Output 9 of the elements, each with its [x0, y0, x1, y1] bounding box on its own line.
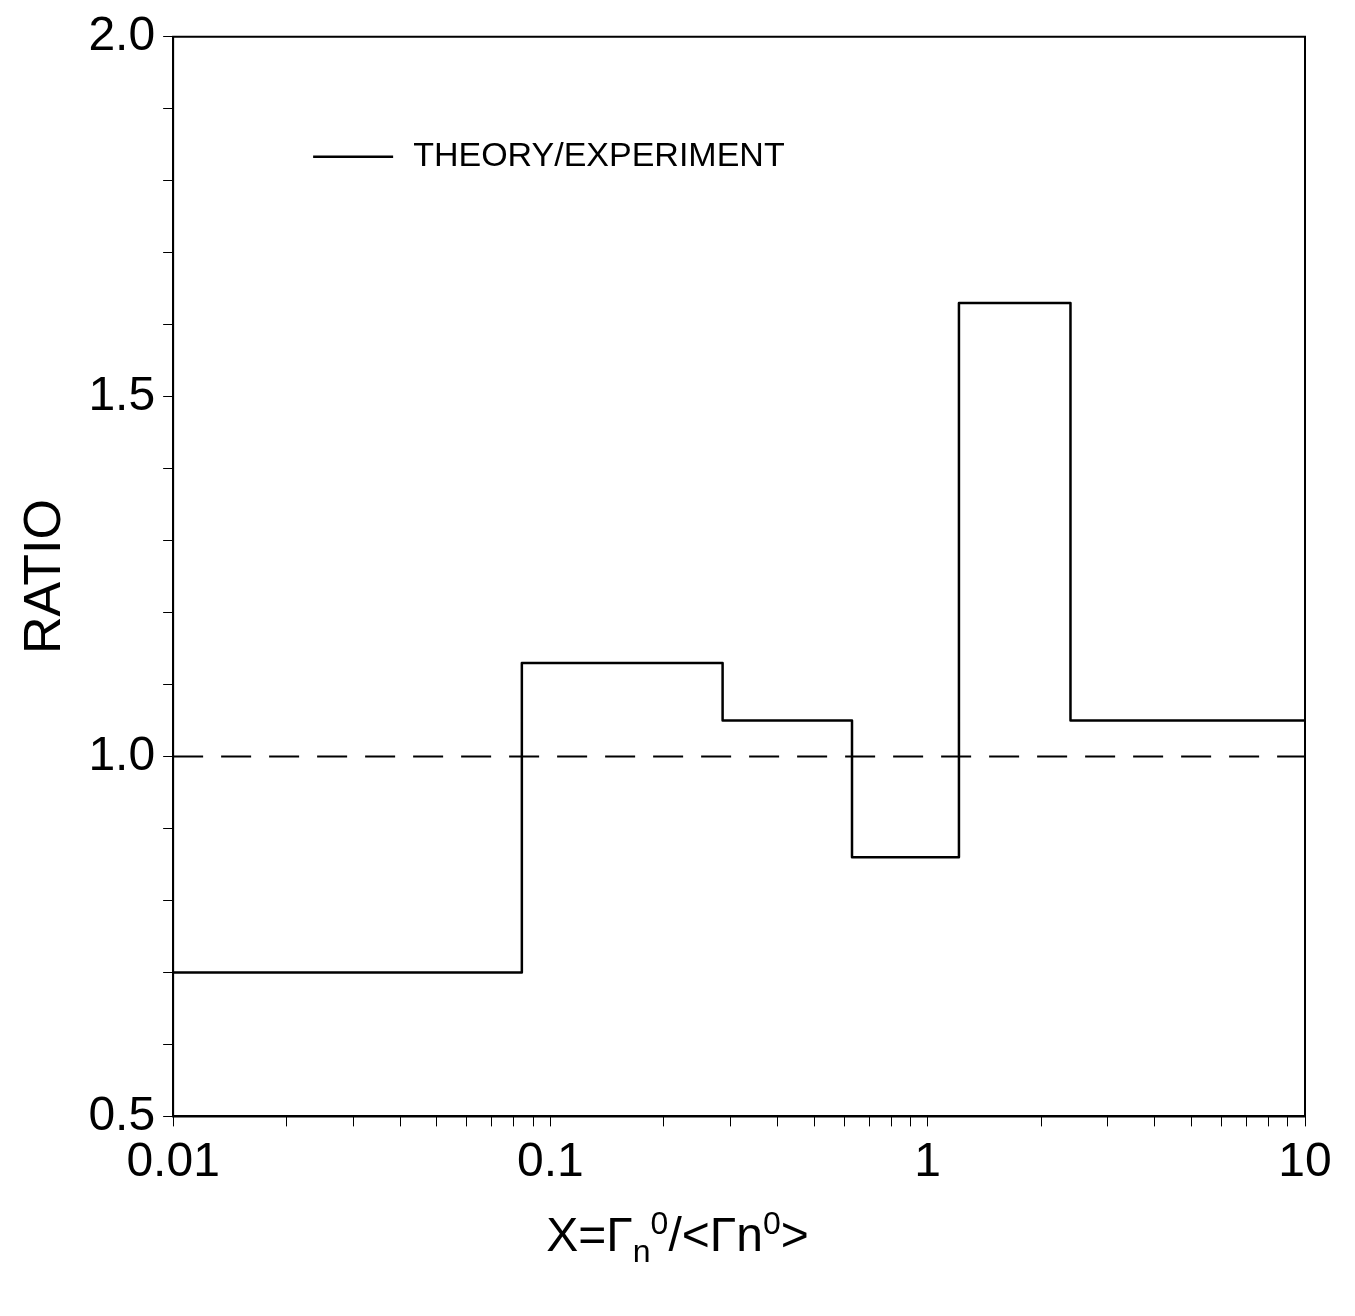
y-tick-label: 1.0 [88, 726, 156, 780]
x-tick-label: 0.1 [517, 1133, 584, 1187]
x-axis-title: X=Γ$_{n}$$^{0}$/<Γn$^{0}$> [545, 1205, 810, 1270]
y-tick-label: 1.5 [88, 366, 156, 420]
legend-label: THEORY/EXPERIMENT [413, 135, 785, 174]
x-tick-label: 10 [1278, 1133, 1332, 1187]
y-axis-title: RATIO [12, 499, 71, 655]
y-tick-label: 2.0 [88, 7, 156, 61]
x-tick-label: 1 [914, 1133, 942, 1187]
